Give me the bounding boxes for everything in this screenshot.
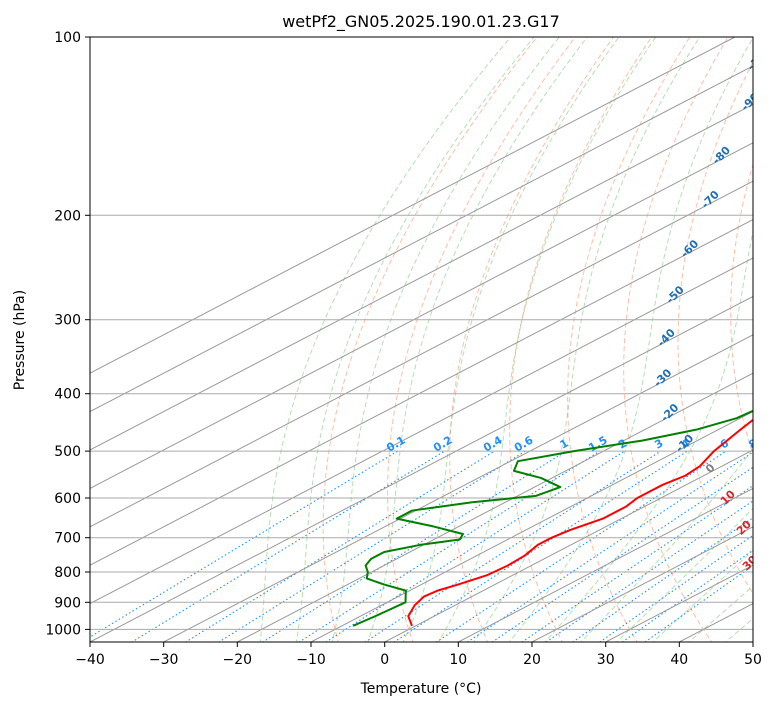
mixing-ratio-line bbox=[393, 450, 688, 642]
isotherm-line bbox=[90, 257, 753, 605]
isotherm-line bbox=[90, 219, 753, 566]
mixing-ratio-label: 8 bbox=[746, 437, 759, 452]
mixing-ratio-line bbox=[90, 450, 399, 638]
isotherm-line bbox=[458, 487, 753, 642]
isotherm-line bbox=[90, 180, 753, 528]
x-tick-label: −20 bbox=[223, 652, 253, 668]
dry-adiabat bbox=[730, 162, 753, 456]
mixing-ratio-line bbox=[184, 450, 495, 642]
y-tick-label: 500 bbox=[54, 444, 81, 460]
x-tick-label: −10 bbox=[296, 652, 326, 668]
isotherm-line bbox=[384, 449, 753, 642]
x-tick-label: 0 bbox=[380, 652, 389, 668]
x-axis-label: Temperature (°C) bbox=[360, 681, 482, 697]
isotherm-line bbox=[90, 65, 753, 413]
x-tick-label: 20 bbox=[523, 652, 541, 668]
dewpoint-profile-line bbox=[352, 409, 753, 627]
y-tick-label: 700 bbox=[54, 531, 81, 547]
x-tick-label: 30 bbox=[597, 652, 615, 668]
mixing-ratio-line bbox=[130, 450, 445, 642]
y-tick-label: 400 bbox=[54, 387, 81, 403]
isotherm-annotation: -100 bbox=[745, 44, 774, 73]
chart-title: wetPf2_GN05.2025.190.01.23.G17 bbox=[282, 12, 560, 32]
temperature-profile-line bbox=[407, 418, 753, 627]
y-tick-label: 900 bbox=[54, 595, 81, 611]
background-lines bbox=[90, 37, 753, 642]
y-tick-label: 800 bbox=[54, 565, 81, 581]
y-tick-label: 1000 bbox=[45, 622, 81, 638]
x-tick-label: 40 bbox=[670, 652, 688, 668]
mixing-ratio-line bbox=[217, 450, 526, 642]
mixing-ratio-line bbox=[521, 485, 753, 642]
moist-adiabat bbox=[437, 37, 657, 642]
mixing-ratio-line bbox=[466, 451, 753, 642]
x-tick-label: −30 bbox=[149, 652, 179, 668]
profile-series bbox=[352, 409, 753, 627]
y-axis-label: Pressure (hPa) bbox=[12, 290, 28, 390]
y-tick-label: 600 bbox=[54, 491, 81, 507]
moist-adiabat bbox=[508, 37, 753, 642]
mixing-ratio-line bbox=[598, 534, 753, 642]
isotherm-line bbox=[531, 526, 753, 642]
y-tick-label: 300 bbox=[54, 313, 81, 329]
dry-adiabat bbox=[677, 60, 753, 595]
dry-adiabat bbox=[449, 37, 614, 642]
isotherm-line bbox=[163, 334, 753, 642]
isotherm-line bbox=[310, 411, 753, 642]
isotherm-line bbox=[237, 372, 753, 642]
mixing-ratio-line bbox=[644, 564, 753, 642]
mixing-ratio-line bbox=[261, 450, 567, 642]
mixing-ratio-line bbox=[325, 450, 625, 642]
isotherm-line bbox=[90, 37, 736, 374]
plot-frame bbox=[89, 36, 754, 643]
isotherm-line bbox=[90, 142, 753, 489]
dry-adiabat bbox=[509, 37, 653, 642]
mixing-ratio-line bbox=[621, 549, 753, 642]
x-tick-label: −40 bbox=[75, 652, 105, 668]
x-tick-label: 50 bbox=[744, 652, 762, 668]
mixing-ratio-line bbox=[364, 450, 662, 642]
y-tick-label: 200 bbox=[54, 208, 81, 224]
isotherm-line bbox=[90, 295, 753, 642]
x-tick-label: 10 bbox=[449, 652, 467, 668]
axis-ticks: −40 −30 −20 −10 0 10 20 30 40 50 1000 900 800 700 600 5… bbox=[45, 30, 762, 668]
isotherm-line bbox=[90, 103, 753, 451]
y-tick-label: 100 bbox=[54, 30, 81, 46]
